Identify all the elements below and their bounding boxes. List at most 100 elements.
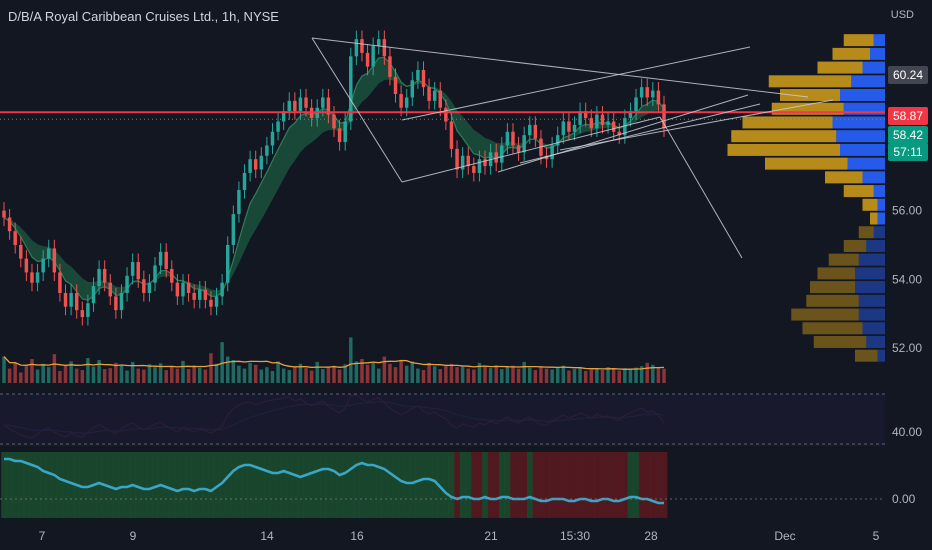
volume-bar <box>438 369 443 383</box>
candle-body <box>35 272 40 283</box>
osc-bg-bar <box>560 452 567 518</box>
volume-bar <box>606 367 610 383</box>
candle-body <box>432 90 437 101</box>
ema-ribbon <box>3 56 665 301</box>
osc-bg-bar <box>17 452 25 518</box>
osc-bg-bar <box>521 452 528 518</box>
candle-body <box>237 190 241 215</box>
profile-bar-down <box>858 294 885 307</box>
candle-body <box>505 131 510 146</box>
candle-body <box>611 121 616 132</box>
volume-bar <box>203 369 208 383</box>
volume-bar <box>460 365 465 383</box>
volume-bar <box>298 363 303 383</box>
osc-bg-bar <box>85 452 92 518</box>
candle-body <box>393 76 398 95</box>
candle-body <box>119 292 124 311</box>
osc-bg-bar <box>448 452 455 518</box>
candle-body <box>281 111 286 122</box>
osc-bg-bar <box>493 452 500 518</box>
volume-bar <box>47 367 51 383</box>
candle-body <box>253 159 258 170</box>
profile-bar-down <box>862 322 885 335</box>
osc-bg-bar <box>34 452 41 518</box>
volume-bar <box>287 370 291 383</box>
osc-bg-bar <box>202 452 209 518</box>
volume-bar <box>567 370 571 383</box>
volume-bar <box>192 365 196 383</box>
price-tick-label: 52.00 <box>892 341 922 355</box>
profile-bar-down <box>847 157 885 170</box>
profile-bar-up <box>765 157 848 170</box>
candle-body <box>561 121 566 136</box>
candle-body <box>555 135 560 146</box>
candle-body <box>259 155 264 170</box>
osc-bg-bar <box>79 452 86 518</box>
candle-body <box>634 97 638 112</box>
osc-bg-bar <box>163 452 170 518</box>
osc-bg-bar <box>426 452 433 518</box>
candle-body <box>142 279 146 293</box>
candle-body <box>639 87 644 98</box>
volume-ma-line <box>3 356 665 370</box>
candle-body <box>287 100 291 112</box>
candle-body <box>567 121 571 132</box>
oscillator-panel[interactable] <box>1 452 668 518</box>
profile-bar-up <box>855 349 878 362</box>
trend-line <box>559 99 834 151</box>
volume-bar <box>304 368 308 383</box>
candle-body <box>589 118 594 129</box>
trend-lines[interactable] <box>0 37 885 259</box>
candle-body <box>466 155 470 167</box>
osc-bg-bar <box>499 452 506 518</box>
volume-bar <box>388 363 392 383</box>
candlesticks[interactable] <box>2 30 666 326</box>
osc-bg-bar <box>538 452 545 518</box>
volume-bar <box>114 362 118 383</box>
volume-bar <box>259 369 264 383</box>
osc-bg-bar <box>96 452 103 518</box>
candle-body <box>360 39 364 53</box>
volume-bar <box>181 360 185 383</box>
candle-body <box>511 131 515 146</box>
osc-bg-bar <box>370 452 377 518</box>
volume-bar <box>550 369 554 383</box>
volume-bar <box>253 364 258 383</box>
volume-bar <box>74 368 79 383</box>
profile-bar-up <box>817 61 863 74</box>
osc-bg-bar <box>68 452 75 518</box>
candle-body <box>500 145 504 163</box>
volume-bar <box>158 363 163 383</box>
profile-bar-down <box>870 47 885 60</box>
candle-body <box>550 145 554 160</box>
osc-bg-bar <box>515 452 522 518</box>
candle-body <box>164 251 168 269</box>
osc-bg-bar <box>661 452 668 518</box>
volume-bar <box>444 364 448 383</box>
volume-bar <box>186 369 191 383</box>
osc-bg-bar <box>230 452 237 518</box>
osc-bg-bar <box>610 452 617 518</box>
candle-body <box>371 46 375 67</box>
osc-bg-bar <box>431 452 438 518</box>
candle-body <box>108 282 113 297</box>
candle-body <box>276 121 280 132</box>
candle-body <box>572 124 577 132</box>
candle-body <box>578 111 582 125</box>
trend-line <box>401 46 751 121</box>
osc-bg-bar <box>236 452 243 518</box>
volume-bar <box>225 356 230 383</box>
volume-bar <box>270 371 275 383</box>
volume-bar <box>80 370 85 383</box>
profile-bar-down <box>873 185 885 198</box>
bar-timer-tag: 57:11 <box>888 143 928 161</box>
candle-body <box>69 292 73 307</box>
time-tick-label: 14 <box>260 529 274 543</box>
candle-body <box>203 289 208 300</box>
osc-bg-bar <box>258 452 265 518</box>
osc-bg-bar <box>146 452 153 518</box>
volume-bar <box>634 367 638 383</box>
candle-body <box>377 39 381 47</box>
volume-bar <box>41 363 45 383</box>
